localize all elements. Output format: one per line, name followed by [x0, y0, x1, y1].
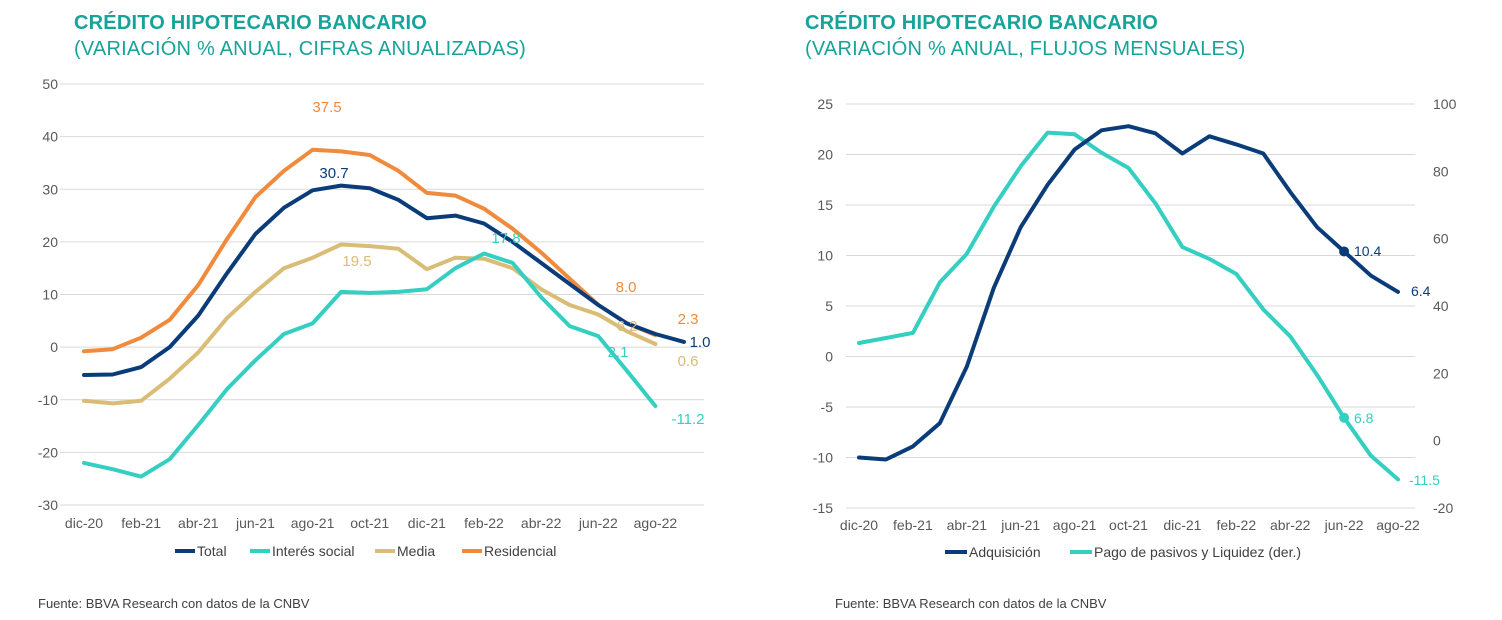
y-tick-label-left: 25 [817, 96, 833, 112]
data-label: 8.0 [616, 279, 637, 296]
data-label: 6.4 [1411, 283, 1431, 299]
legend-label: Adquisición [969, 544, 1041, 560]
right-chart-source: Fuente: BBVA Research con datos de la CN… [835, 596, 1107, 611]
y-tick-label-left: 15 [817, 197, 833, 213]
x-tick-label: jun-21 [1000, 517, 1040, 533]
x-tick-label: jun-21 [235, 515, 275, 531]
series-line-pago-de-pasivos [857, 130, 1400, 482]
left-chart-source: Fuente: BBVA Research con datos de la CN… [38, 596, 310, 611]
data-label: 0.6 [678, 353, 699, 370]
x-tick-label: ago-22 [1376, 517, 1420, 533]
y-tick-label: 0 [50, 339, 58, 355]
y-tick-label-right: 100 [1433, 96, 1457, 112]
x-tick-label: feb-22 [1216, 517, 1256, 533]
right-chart-title: CRÉDITO HIPOTECARIO BANCARIO [805, 12, 1159, 34]
y-tick-label: -20 [38, 444, 58, 460]
data-label: -11.2 [671, 411, 704, 428]
data-label: 6.8 [1354, 410, 1374, 426]
x-tick-label: abr-22 [1270, 517, 1311, 533]
x-tick-label: abr-21 [947, 517, 988, 533]
y-tick-label: 20 [42, 234, 58, 250]
y-tick-label: 10 [42, 287, 58, 303]
right-chart-svg: -15 -10 -5 0 5 10 15 20 25 -20 0 20 40 60 80 100 dic-20 f… [813, 96, 1457, 560]
data-label: -11.5 [1409, 472, 1440, 488]
x-tick-label: abr-22 [521, 515, 562, 531]
series-line-media [82, 242, 658, 406]
x-tick-label: jun-22 [578, 515, 618, 531]
series-line-total [82, 183, 686, 377]
x-tick-label: ago-21 [291, 515, 335, 531]
right-chart-subtitle: (VARIACIÓN % ANUAL, FLUJOS MENSUALES) [805, 38, 1246, 60]
data-label: 1.0 [690, 334, 711, 351]
data-label: 2.3 [678, 311, 699, 328]
data-label: 2.1 [608, 344, 629, 361]
y-tick-label-left: -5 [821, 399, 834, 415]
x-tick-label: oct-21 [1109, 517, 1148, 533]
y-tick-label-right: 80 [1433, 163, 1449, 179]
legend-label: Pago de pasivos y Liquidez (der.) [1094, 544, 1301, 560]
data-marker [1339, 246, 1350, 257]
y-tick-label-left: 20 [817, 147, 833, 163]
x-tick-label: feb-22 [464, 515, 504, 531]
left-chart-svg: -30 -20 -10 0 10 20 30 40 50 dic-20 feb-21 abr-21 ju… [38, 76, 711, 559]
data-label: 10.4 [1354, 243, 1381, 259]
data-label: 30.7 [319, 165, 348, 182]
y-tick-label-left: 5 [825, 298, 833, 314]
legend-label: Media [397, 543, 435, 559]
y-tick-label-right: 20 [1433, 365, 1449, 381]
legend-label: Interés social [272, 543, 354, 559]
x-tick-label: feb-21 [893, 517, 933, 533]
data-marker [1339, 412, 1350, 423]
x-tick-label: dic-20 [65, 515, 103, 531]
x-tick-label: oct-21 [350, 515, 389, 531]
y-tick-label-left: -10 [813, 450, 833, 466]
x-tick-label: dic-21 [1163, 517, 1201, 533]
y-tick-label: -10 [38, 392, 58, 408]
left-chart-subtitle: (VARIACIÓN % ANUAL, CIFRAS ANUALIZADAS) [74, 38, 526, 60]
y-tick-label-left: -15 [813, 500, 833, 516]
series-line-residencial [82, 147, 658, 354]
y-tick-label-left: 0 [825, 349, 833, 365]
y-tick-label-right: 60 [1433, 231, 1449, 247]
y-tick-label-right: 40 [1433, 298, 1449, 314]
left-chart-title: CRÉDITO HIPOTECARIO BANCARIO [74, 12, 428, 34]
left-chart-panel: CRÉDITO HIPOTECARIO BANCARIO (VARIACIÓN … [38, 12, 711, 611]
legend-label: Total [197, 543, 227, 559]
x-tick-label: ago-22 [634, 515, 678, 531]
x-tick-label: dic-20 [840, 517, 878, 533]
x-tick-label: jun-22 [1324, 517, 1364, 533]
data-label: 37.5 [312, 99, 341, 116]
y-tick-label-right: 0 [1433, 433, 1441, 449]
data-label: 19.5 [342, 253, 371, 270]
data-label: 17.8 [491, 230, 520, 247]
series-line-adquisicion [857, 124, 1400, 462]
y-tick-label: 40 [42, 129, 58, 145]
y-tick-label: 50 [42, 76, 58, 92]
y-tick-label: 30 [42, 181, 58, 197]
data-label: 6.2 [617, 318, 638, 335]
right-chart-panel: CRÉDITO HIPOTECARIO BANCARIO (VARIACIÓN … [751, 0, 1502, 620]
x-tick-label: feb-21 [121, 515, 161, 531]
legend-label: Residencial [484, 543, 556, 559]
y-tick-label-right: -20 [1433, 500, 1453, 516]
x-tick-label: abr-21 [178, 515, 219, 531]
series-line-inter-s-social [82, 251, 658, 479]
y-tick-label-left: 10 [817, 248, 833, 264]
x-tick-label: dic-21 [408, 515, 446, 531]
x-tick-label: ago-21 [1053, 517, 1097, 533]
y-tick-label: -30 [38, 497, 58, 513]
